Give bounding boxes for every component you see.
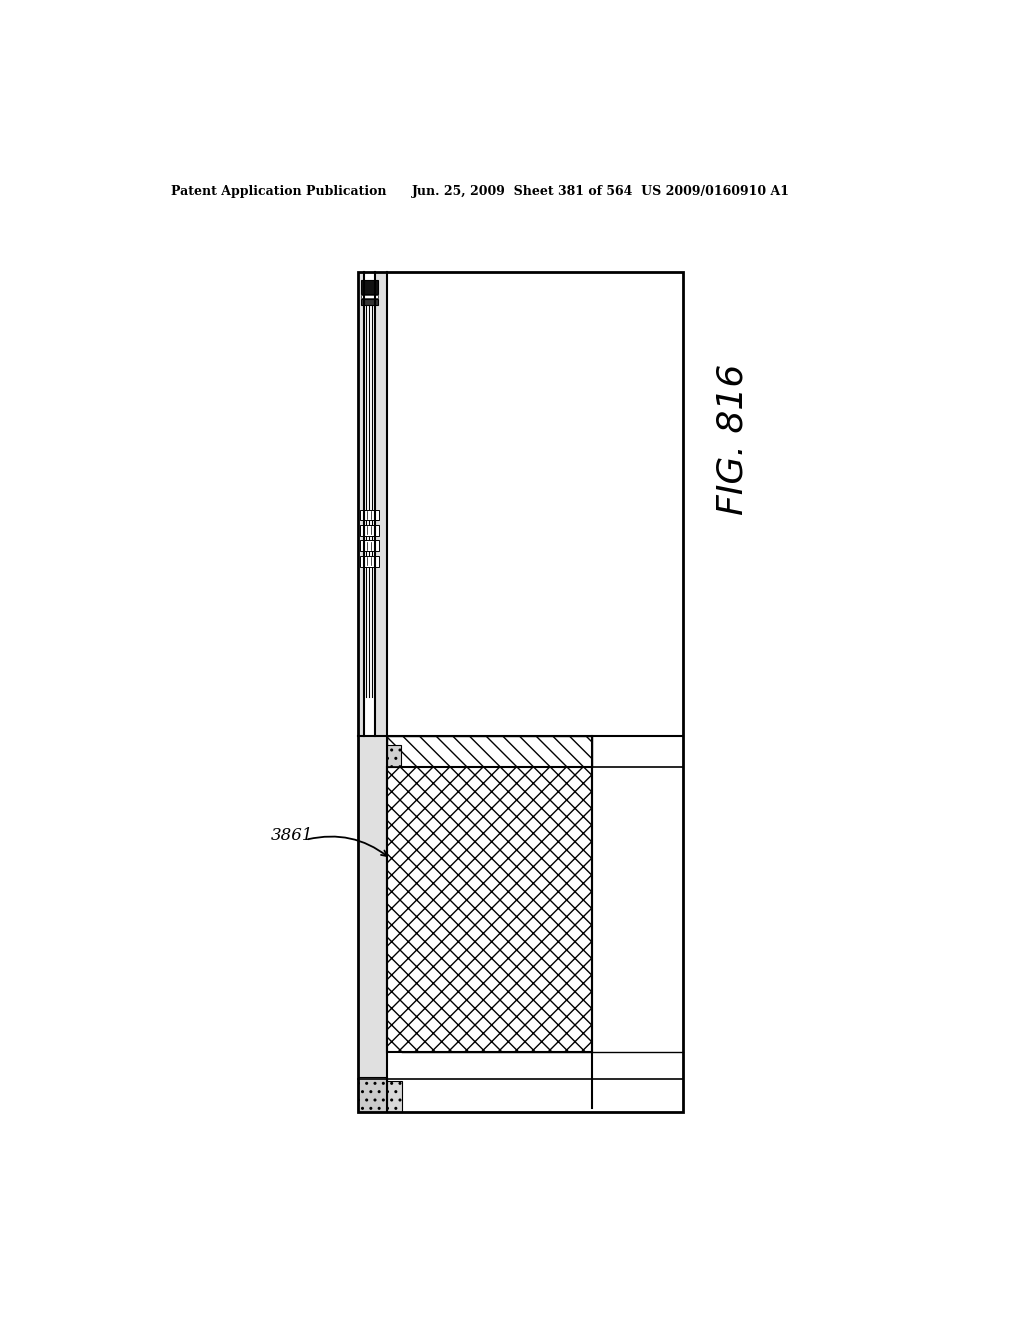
Bar	[357, 272, 683, 1111]
Bar	[387, 1081, 402, 1111]
Bar	[357, 1077, 387, 1111]
Bar	[387, 737, 592, 767]
Bar	[387, 767, 592, 1052]
Bar	[360, 525, 379, 536]
Bar	[360, 556, 379, 566]
Bar	[357, 272, 683, 1111]
Bar	[360, 300, 378, 305]
Bar	[360, 294, 378, 298]
Bar	[360, 510, 379, 520]
Text: Jun. 25, 2009  Sheet 381 of 564  US 2009/0160910 A1: Jun. 25, 2009 Sheet 381 of 564 US 2009/0…	[412, 185, 790, 198]
Bar	[364, 272, 375, 737]
Bar	[387, 744, 400, 767]
Text: 3861: 3861	[270, 828, 313, 845]
Bar	[357, 272, 387, 1111]
Bar	[360, 540, 379, 552]
Text: FIG. 816: FIG. 816	[716, 364, 750, 515]
Bar	[360, 280, 378, 294]
Text: Patent Application Publication: Patent Application Publication	[171, 185, 386, 198]
